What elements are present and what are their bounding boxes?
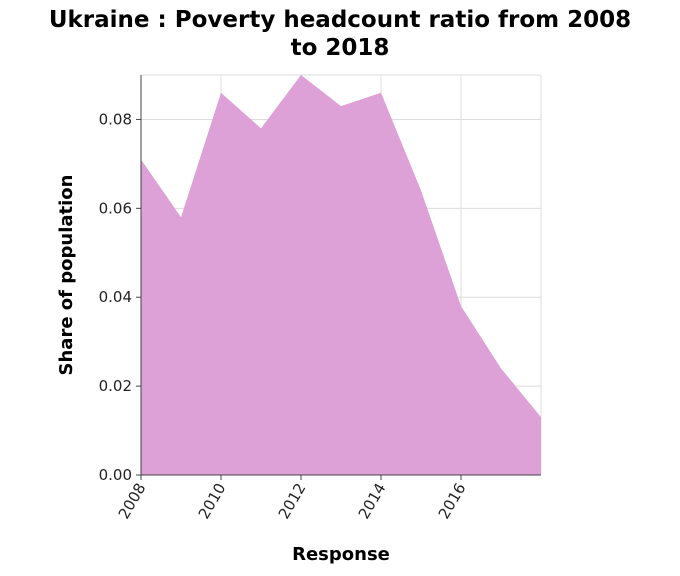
y-tick-label: 0.00 xyxy=(99,466,132,484)
area-series xyxy=(141,75,541,475)
y-tick-label: 0.08 xyxy=(99,110,132,128)
chart-title: Ukraine : Poverty headcount ratio from 2… xyxy=(0,6,680,62)
chart-title-line-2: to 2018 xyxy=(290,35,390,61)
chart-title-line-1: Ukraine : Poverty headcount ratio from 2… xyxy=(48,7,632,33)
x-tick-label: 2014 xyxy=(355,480,390,522)
x-axis-label: Response xyxy=(292,544,390,565)
x-tick-label: 2012 xyxy=(275,480,310,522)
y-tick-label: 0.06 xyxy=(99,199,132,217)
x-tick-label: 2016 xyxy=(435,480,470,522)
y-tick-label: 0.04 xyxy=(99,288,132,306)
x-tick-label: 2008 xyxy=(115,480,150,522)
y-tick-label: 0.02 xyxy=(99,377,132,395)
axes xyxy=(136,75,541,480)
y-axis-label: Share of population xyxy=(56,175,77,376)
x-tick-label: 2010 xyxy=(195,480,230,522)
